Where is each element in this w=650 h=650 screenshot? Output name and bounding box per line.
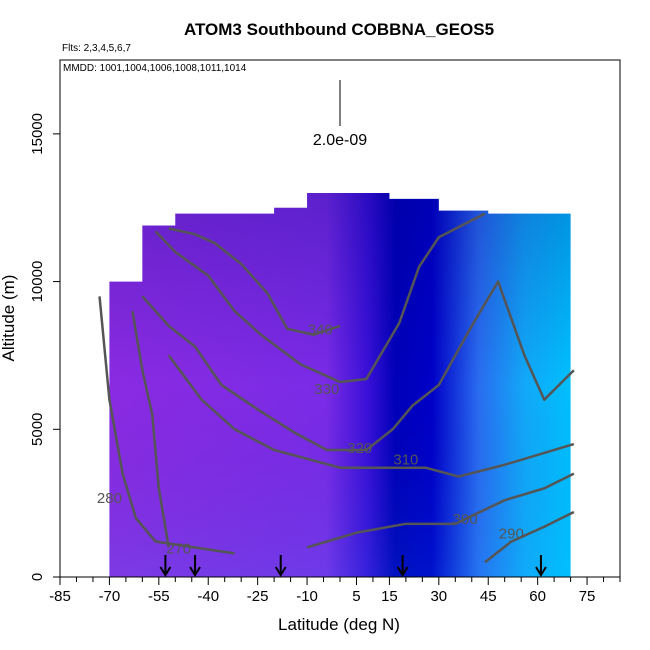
isentrope-label-310: 310 <box>393 452 418 469</box>
y-tick-label: 10000 <box>29 261 46 303</box>
isentrope-330 <box>154 212 486 384</box>
x-tick-label: 15 <box>381 588 398 605</box>
scale-label: 2.0e-09 <box>313 132 367 149</box>
isentrope-310 <box>167 354 575 478</box>
x-axis-title: Latitude (deg N) <box>278 615 400 634</box>
isentrope-label-280: 280 <box>97 490 122 507</box>
x-tick-label: -70 <box>99 588 121 605</box>
x-tick-label: -25 <box>247 588 269 605</box>
chart-title: ATOM3 Southbound COBBNA_GEOS5 <box>184 20 494 39</box>
isentrope-label-330: 330 <box>314 381 339 398</box>
flight-arrowhead-3 <box>396 566 409 577</box>
isentrope-label-270: 270 <box>166 540 191 557</box>
contour-layer: 290 300 310 320 330 340 280 270 <box>97 212 575 564</box>
isentrope-340 <box>168 227 341 336</box>
isentrope-label-290: 290 <box>499 526 524 543</box>
isentrope-label-340: 340 <box>308 322 333 339</box>
field-layer <box>109 192 571 577</box>
x-tick-label: -10 <box>296 588 318 605</box>
isentrope-300 <box>306 472 575 549</box>
y-tick-label: 15000 <box>29 113 46 155</box>
isentrope-270 <box>131 310 170 548</box>
isentrope-280 <box>98 296 235 555</box>
flights-label: Flts: 2,3,4,5,6,7 <box>62 43 131 54</box>
x-tick-label: -55 <box>148 588 170 605</box>
mmdd-label: MMDD: 1001,1004,1006,1008,1011,1014 <box>63 63 247 74</box>
flight-arrowhead-2 <box>274 566 287 577</box>
x-tick-label: 45 <box>480 588 497 605</box>
flight-arrows <box>159 555 547 577</box>
y-tick-label: 5000 <box>29 413 46 446</box>
concentration-shading <box>109 192 571 577</box>
flight-arrowhead-1 <box>189 566 201 577</box>
x-tick-label: -85 <box>49 588 71 605</box>
y-axis: 0 5000 10000 15000 <box>29 113 60 581</box>
flight-arrowhead-0 <box>159 566 172 577</box>
isentrope-290 <box>484 510 575 564</box>
flight-arrowhead-4 <box>535 566 547 577</box>
x-tick-label: 75 <box>579 588 596 605</box>
isentrope-label-320: 320 <box>347 440 372 457</box>
x-axis: -85 -70 -55 -40 -25 -10 5 15 30 45 60 75 <box>49 577 621 605</box>
x-tick-label: 5 <box>352 588 360 605</box>
isentrope-label-300: 300 <box>453 511 478 528</box>
x-tick-label: 30 <box>430 588 447 605</box>
isentrope-320 <box>141 280 575 452</box>
x-tick-label: -40 <box>197 588 219 605</box>
y-axis-title: Altitude (m) <box>0 275 18 362</box>
x-tick-label: 60 <box>529 588 546 605</box>
y-tick-label: 0 <box>29 573 46 581</box>
